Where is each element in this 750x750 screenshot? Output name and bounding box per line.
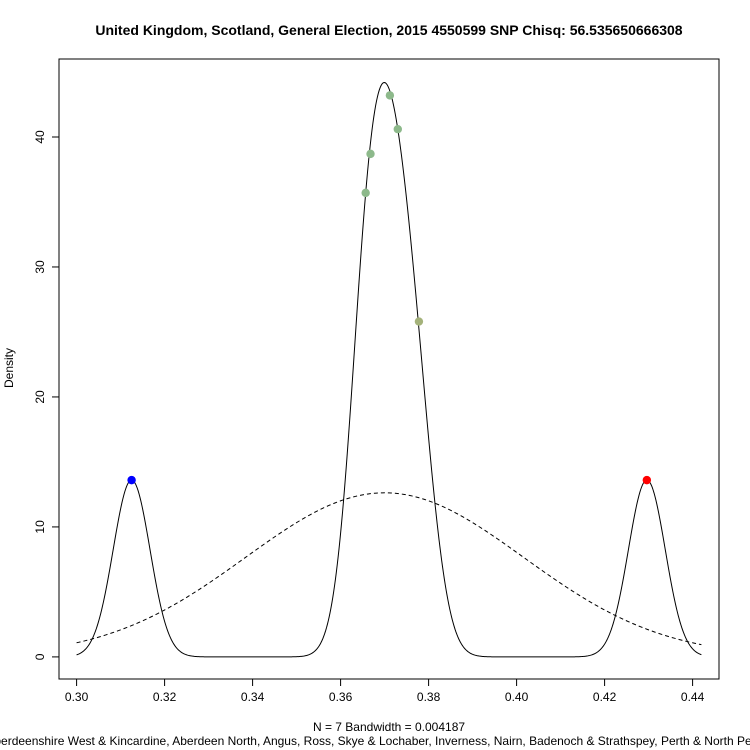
- x-tick-label: 0.38: [417, 690, 441, 704]
- y-axis: 0 10 20 30 40: [33, 130, 60, 660]
- data-points: [127, 91, 652, 485]
- data-point: [385, 91, 395, 100]
- x-tick-label: 0.40: [505, 690, 529, 704]
- kde-density-curve: [76, 81, 702, 658]
- x-tick-label: 0.44: [681, 690, 705, 704]
- x-tick-label: 0.36: [329, 690, 353, 704]
- chart-title: United Kingdom, Scotland, General Electi…: [95, 22, 682, 38]
- normal-reference-curve: [76, 492, 702, 646]
- data-point: [393, 124, 402, 134]
- data-point: [127, 475, 136, 485]
- x-tick-label: 0.30: [65, 690, 89, 704]
- y-tick-label: 40: [33, 130, 47, 144]
- y-tick-label: 0: [33, 653, 47, 660]
- y-tick-label: 20: [33, 390, 47, 404]
- data-point: [361, 188, 370, 198]
- data-point: [414, 317, 424, 326]
- y-tick-label: 30: [33, 260, 47, 274]
- plot-frame: [58, 58, 720, 680]
- x-tick-label: 0.42: [593, 690, 617, 704]
- chart-subtitle: Aberdeenshire West & Kincardine, Aberdee…: [0, 734, 750, 748]
- x-tick-label: 0.32: [153, 690, 177, 704]
- x-tick-label: 0.34: [241, 690, 265, 704]
- data-point: [366, 149, 375, 159]
- x-axis: 0.30 0.32 0.34 0.36 0.38 0.40 0.42 0.44: [65, 678, 705, 704]
- y-axis-label: Density: [2, 348, 16, 388]
- x-axis-label: N = 7 Bandwidth = 0.004187: [313, 720, 465, 734]
- data-point: [642, 475, 652, 485]
- y-tick-label: 10: [33, 520, 47, 534]
